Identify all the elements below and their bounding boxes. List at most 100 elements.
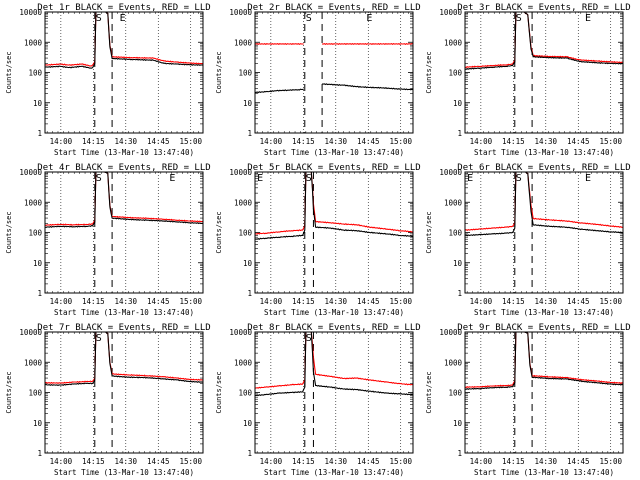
x-tick-label: 14:00 — [50, 457, 73, 466]
panel-det-4: Det 4r BLACK = Events, RED = LLD Counts/s… — [5, 163, 211, 317]
x-axis-label: Start Time (13-Mar-10 13:47:40) — [474, 468, 614, 477]
x-tick-label: 14:00 — [260, 297, 283, 306]
marker-s: S — [306, 13, 312, 24]
series-group — [255, 172, 413, 240]
y-tick-label: 1000 — [444, 358, 463, 367]
y-tick-label: 1 — [37, 289, 42, 298]
panel-title: Det 4r BLACK = Events, RED = LLD — [37, 163, 210, 173]
y-tick-label: 10 — [243, 419, 253, 428]
x-tick-label: 14:00 — [260, 137, 283, 146]
panel-title: Det 3r BLACK = Events, RED = LLD — [457, 3, 630, 13]
x-tick-label: 14:00 — [470, 137, 493, 146]
y-tick-label: 100 — [448, 389, 462, 398]
series-line-lld — [465, 172, 623, 231]
x-tick-label: 15:00 — [389, 137, 412, 146]
y-axis-label: Counts/sec — [5, 211, 13, 253]
series-line-lld — [255, 42, 304, 45]
y-axis-label: Counts/sec — [425, 211, 433, 253]
panel-title: Det 2r BLACK = Events, RED = LLD — [247, 3, 420, 13]
x-axis-label: Start Time (13-Mar-10 13:47:40) — [474, 308, 614, 317]
y-tick-label: 100 — [28, 389, 42, 398]
series-line-events — [45, 172, 203, 228]
plot-frame — [464, 11, 624, 134]
x-tick-label: 14:15 — [502, 297, 525, 306]
y-tick-label: 10000 — [19, 8, 42, 17]
panel-title: Det 9r BLACK = Events, RED = LLD — [457, 323, 630, 333]
y-tick-label: 10000 — [229, 168, 252, 177]
x-tick-label: 15:00 — [599, 297, 622, 306]
series-group — [465, 332, 623, 390]
x-tick-label: 14:30 — [325, 137, 348, 146]
y-tick-label: 1000 — [234, 38, 253, 47]
plot-frame — [44, 171, 204, 294]
y-tick-label: 10000 — [439, 168, 462, 177]
y-axis-label: Counts/sec — [425, 51, 433, 93]
y-tick-label: 1000 — [234, 358, 253, 367]
y-tick-label: 10 — [453, 99, 463, 108]
series-line-events — [465, 332, 623, 390]
y-tick-label: 10 — [243, 99, 253, 108]
panel-det-3: Det 3r BLACK = Events, RED = LLD Counts/s… — [425, 3, 631, 157]
y-tick-label: 100 — [28, 69, 42, 78]
x-tick-label: 15:00 — [179, 297, 202, 306]
x-tick-label: 14:45 — [357, 457, 380, 466]
panel-det-2: Det 2r BLACK = Events, RED = LLD Counts/s… — [215, 3, 421, 157]
panel-det-5: Det 5r BLACK = Events, RED = LLD Counts/s… — [215, 163, 421, 317]
y-tick-label: 10000 — [229, 328, 252, 337]
panel-det-9: Det 9r BLACK = Events, RED = LLD Counts/s… — [425, 323, 631, 477]
x-tick-label: 14:45 — [567, 457, 590, 466]
y-tick-label: 1 — [247, 289, 252, 298]
x-tick-label: 14:45 — [147, 137, 170, 146]
series-line-lld — [465, 12, 623, 69]
x-axis-label: Start Time (13-Mar-10 13:47:40) — [474, 148, 614, 157]
panel-title: Det 7r BLACK = Events, RED = LLD — [37, 323, 210, 333]
x-tick-label: 15:00 — [389, 297, 412, 306]
y-tick-label: 10000 — [439, 8, 462, 17]
y-tick-label: 10 — [33, 99, 43, 108]
y-axis-label: Counts/sec — [215, 51, 223, 93]
x-tick-label: 15:00 — [179, 457, 202, 466]
panel-det-1: Det 1r BLACK = Events, RED = LLD Counts/s… — [5, 3, 211, 157]
y-axis-label: Counts/sec — [5, 51, 13, 93]
x-tick-label: 14:15 — [82, 297, 105, 306]
panel-det-8: Det 8r BLACK = Events, RED = LLD Counts/s… — [215, 323, 421, 477]
series-line-events — [45, 12, 203, 69]
series-line-events — [465, 12, 623, 70]
y-tick-label: 1000 — [24, 358, 43, 367]
x-tick-label: 14:15 — [82, 137, 105, 146]
y-tick-label: 10000 — [19, 328, 42, 337]
series-line-events — [45, 332, 203, 387]
y-tick-label: 10000 — [229, 8, 252, 17]
x-axis-label: Start Time (13-Mar-10 13:47:40) — [264, 468, 404, 477]
x-tick-label: 15:00 — [599, 457, 622, 466]
x-tick-label: 14:45 — [147, 457, 170, 466]
y-tick-label: 10 — [453, 259, 463, 268]
plot-frame — [254, 171, 414, 294]
x-tick-label: 14:00 — [470, 297, 493, 306]
y-axis-label: Counts/sec — [5, 371, 13, 413]
x-tick-label: 14:15 — [292, 297, 315, 306]
series-group — [45, 12, 203, 69]
panel-title: Det 8r BLACK = Events, RED = LLD — [247, 323, 420, 333]
marker-s: S — [306, 333, 312, 344]
series-group — [255, 332, 413, 397]
x-tick-label: 15:00 — [599, 137, 622, 146]
marker-s: S — [96, 333, 102, 344]
x-tick-label: 14:30 — [535, 297, 558, 306]
y-axis-label: Counts/sec — [215, 371, 223, 413]
series-line-lld — [45, 12, 203, 67]
x-tick-label: 14:30 — [535, 457, 558, 466]
x-axis-label: Start Time (13-Mar-10 13:47:40) — [54, 308, 194, 317]
series-line-lld — [45, 172, 203, 226]
marker-e: E — [467, 173, 473, 184]
y-tick-label: 100 — [238, 69, 252, 78]
x-tick-label: 14:00 — [260, 457, 283, 466]
x-tick-label: 15:00 — [179, 137, 202, 146]
y-tick-label: 1 — [457, 129, 462, 138]
x-tick-label: 14:00 — [50, 297, 73, 306]
marker-e: E — [585, 173, 591, 184]
plot-frame — [254, 11, 414, 134]
x-tick-label: 14:30 — [115, 457, 138, 466]
x-tick-label: 14:45 — [357, 137, 380, 146]
